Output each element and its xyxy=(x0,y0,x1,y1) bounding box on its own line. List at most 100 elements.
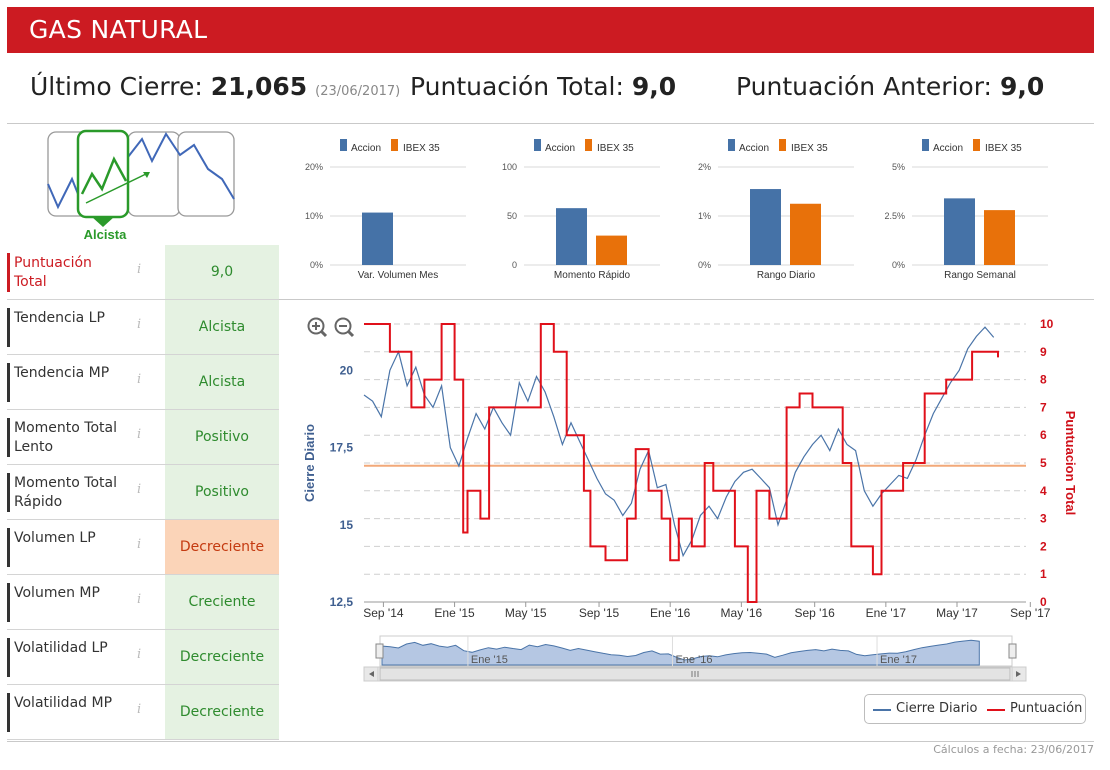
indicator-row[interactable]: Volumen MP i Creciente xyxy=(7,575,279,630)
y-tick-label: 50 xyxy=(507,211,517,221)
y-right-tick-label: 4 xyxy=(1040,484,1047,498)
indicator-value: 9,0 xyxy=(165,245,279,299)
zoom-out-handle[interactable] xyxy=(346,329,355,338)
indicator-value: Decreciente xyxy=(165,630,279,684)
last-close-date: (23/06/2017) xyxy=(315,84,401,99)
y-right-tick-label: 8 xyxy=(1040,373,1047,387)
info-icon[interactable]: i xyxy=(137,482,142,497)
chart-title: Rango Semanal xyxy=(944,270,1016,281)
indicator-marker xyxy=(7,473,10,512)
indicator-row[interactable]: Volumen LP i Decreciente xyxy=(7,520,279,575)
navigator-handle-right[interactable] xyxy=(1008,643,1017,659)
legend-swatch-ibex xyxy=(973,139,980,151)
y-tick-label: 100 xyxy=(502,162,517,172)
indicator-marker xyxy=(7,418,10,457)
page-title: GAS NATURAL xyxy=(29,15,208,44)
indicator-row[interactable]: Tendencia MP i Alcista xyxy=(7,355,279,410)
scroll-left-arrow-icon[interactable] xyxy=(369,671,374,677)
indicator-label: Tendencia MP xyxy=(14,365,110,381)
chart-title: Rango Diario xyxy=(757,270,816,281)
legend-accion: Accion xyxy=(933,143,963,154)
x-tick-label: May '16 xyxy=(721,606,763,620)
trend-panel-4 xyxy=(177,131,235,217)
navigator-label: Ene '16 xyxy=(675,654,712,666)
indicator-row[interactable]: Volatilidad LP i Decreciente xyxy=(7,630,279,685)
indicator-marker xyxy=(7,583,10,622)
scroll-right-arrow-icon[interactable] xyxy=(1016,671,1021,677)
info-icon[interactable]: i xyxy=(137,702,142,717)
info-icon[interactable]: i xyxy=(137,592,142,607)
summary-bar: Último Cierre: 21,065 (23/06/2017) Puntu… xyxy=(0,72,1110,112)
zoom-in-icon[interactable] xyxy=(307,317,328,338)
y-tick-label: 2.5% xyxy=(884,211,905,221)
legend-accion: Accion xyxy=(739,143,769,154)
y-right-tick-label: 5 xyxy=(1040,456,1047,470)
legend-swatch-cierre xyxy=(873,709,891,711)
legend-swatch-puntuacion xyxy=(987,709,1005,711)
indicator-value: Alcista xyxy=(165,300,279,354)
indicator-value: Alcista xyxy=(165,355,279,409)
total-score: Puntuación Total: 9,0 xyxy=(410,72,676,101)
y-tick-label: 10% xyxy=(305,211,323,221)
indicator-row[interactable]: Volatilidad MP i Decreciente xyxy=(7,685,279,740)
indicator-label: Momento Total Rápido xyxy=(14,475,117,510)
x-tick-label: Ene '17 xyxy=(866,606,907,620)
info-icon[interactable]: i xyxy=(137,317,142,332)
y-left-tick-label: 12,5 xyxy=(330,595,354,609)
info-icon[interactable]: i xyxy=(137,647,142,662)
legend-ibex: IBEX 35 xyxy=(597,143,634,154)
chart-title: Var. Volumen Mes xyxy=(358,270,438,281)
main-chart-legend[interactable]: Cierre Diario Puntuación xyxy=(864,694,1086,724)
indicator-row[interactable]: Puntuación Total i 9,0 xyxy=(7,245,279,300)
navigator-series xyxy=(381,639,980,666)
indicator-row[interactable]: Tendencia LP i Alcista xyxy=(7,300,279,355)
y-tick-label: 5% xyxy=(892,162,905,172)
indicator-marker xyxy=(7,693,10,732)
info-icon[interactable]: i xyxy=(137,427,142,442)
indicator-row[interactable]: Momento Total Rápido i Positivo xyxy=(7,465,279,520)
indicator-value: Decreciente xyxy=(165,685,279,739)
indicator-value: Positivo xyxy=(165,465,279,519)
legend-ibex: IBEX 35 xyxy=(791,143,828,154)
bar-ibex xyxy=(984,210,1015,265)
trend-panel-active xyxy=(76,129,130,219)
y-right-tick-label: 2 xyxy=(1040,539,1047,553)
y-right-tick-label: 1 xyxy=(1040,567,1047,581)
small-bar-chart: Accion IBEX 35 20% 10% 0% Var. Volumen Mes xyxy=(305,139,466,281)
info-icon[interactable]: i xyxy=(137,537,142,552)
last-close-label: Último Cierre: xyxy=(30,72,203,101)
navigator-handle-left[interactable] xyxy=(375,643,384,659)
x-tick-label: Sep '16 xyxy=(795,606,836,620)
legend-swatch-ibex xyxy=(391,139,398,151)
info-icon[interactable]: i xyxy=(137,262,142,277)
y-tick-label: 2% xyxy=(698,162,711,172)
info-icon[interactable]: i xyxy=(137,372,142,387)
bar-accion xyxy=(556,208,587,265)
y-tick-label: 0% xyxy=(892,260,905,270)
legend-swatch-accion xyxy=(922,139,929,151)
indicator-marker xyxy=(7,253,10,292)
legend-accion: Accion xyxy=(351,143,381,154)
previous-score-label: Puntuación Anterior: xyxy=(736,72,992,101)
y-tick-label: 1% xyxy=(698,211,711,221)
zoom-out-icon[interactable] xyxy=(334,317,355,338)
indicator-label: Volatilidad MP xyxy=(14,695,113,711)
legend-item-cierre[interactable]: Cierre Diario xyxy=(896,701,978,716)
y-right-tick-label: 7 xyxy=(1040,400,1047,414)
indicator-row[interactable]: Momento Total Lento i Positivo xyxy=(7,410,279,465)
trend-card: Alcista xyxy=(47,129,235,242)
bar-accion xyxy=(750,189,781,265)
y-right-tick-label: 6 xyxy=(1040,428,1047,442)
legend-item-puntuacion[interactable]: Puntuación xyxy=(1010,701,1083,716)
small-bar-chart: Accion IBEX 35 2% 1% 0% Rango Diario xyxy=(698,139,854,281)
previous-score: Puntuación Anterior: 9,0 xyxy=(736,72,1044,101)
small-bar-chart: Accion IBEX 35 5% 2.5% 0% Rango Semanal xyxy=(884,139,1048,281)
zoom-in-handle[interactable] xyxy=(319,329,328,338)
indicator-marker xyxy=(7,308,10,347)
small-bar-chart: Accion IBEX 35 100 50 0 Momento Rápido xyxy=(502,139,660,281)
indicator-marker xyxy=(7,363,10,402)
bar-ibex xyxy=(790,203,821,265)
trend-line-active xyxy=(80,156,128,195)
x-tick-label: Sep '15 xyxy=(579,606,620,620)
